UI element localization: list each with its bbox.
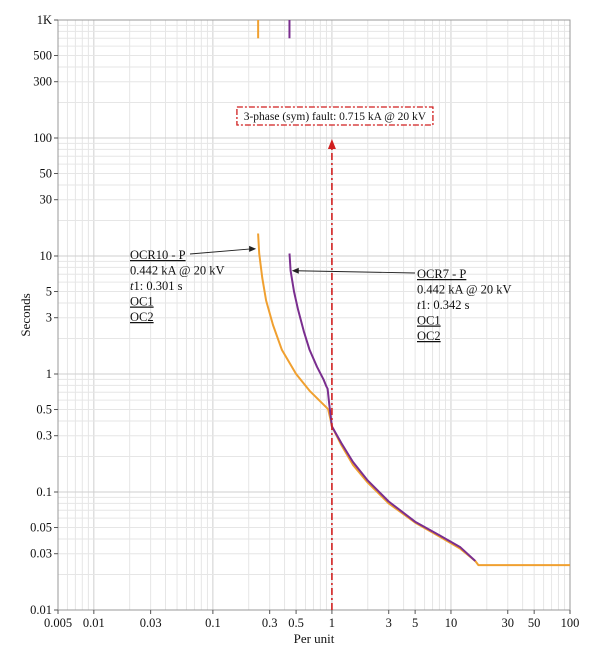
x-tick-label: 5: [412, 616, 418, 630]
fault-label: 3-phase (sym) fault: 0.715 kA @ 20 kV: [244, 111, 427, 123]
annotation-arrowhead: [291, 267, 299, 274]
x-tick-label: 50: [528, 616, 541, 630]
y-tick-label: 300: [33, 75, 52, 89]
x-tick-label: 1: [329, 616, 335, 630]
y-tick-label: 0.05: [30, 521, 52, 535]
x-tick-label: 30: [502, 616, 515, 630]
x-tick-label: 0.03: [140, 616, 162, 630]
y-axis: 0.01 0.03 0.05 0.1 0.3 0.5 1 3 5 10 30 50 100 300 500 1…: [30, 13, 58, 617]
x-tick-label: 0.5: [288, 616, 304, 630]
annotation-line: OCR10 - P: [130, 248, 186, 262]
annotation-arrowhead: [249, 245, 257, 252]
x-tick-label: 10: [445, 616, 458, 630]
annotation-line: 0.442 kA @ 20 kV: [417, 283, 512, 297]
y-axis-label: Seconds: [18, 293, 33, 336]
y-tick-label: 0.03: [30, 547, 52, 561]
y-tick-label: 0.01: [30, 603, 52, 617]
x-tick-label: 3: [386, 616, 392, 630]
x-tick-label: 0.01: [83, 616, 105, 630]
y-tick-label: 0.5: [36, 403, 52, 417]
series-curve-1: [257, 233, 570, 567]
annotation-line: OC1: [130, 295, 154, 309]
series-layer: [257, 20, 570, 567]
x-tick-label: 0.1: [205, 616, 221, 630]
y-tick-label: 3: [46, 311, 52, 325]
series-curve-2: [288, 253, 476, 562]
x-axis-label: Per unit: [294, 631, 335, 646]
y-tick-label: 1: [46, 367, 52, 381]
annotation-arrow: [189, 248, 253, 255]
x-tick-label: 100: [561, 616, 580, 630]
y-tick-label: 0.3: [36, 429, 52, 443]
y-tick-label: 50: [40, 167, 53, 181]
y-tick-label: 0.1: [36, 485, 52, 499]
annotation-arrow: [295, 270, 416, 274]
annotation-line: t1: 0.342 s: [417, 298, 470, 312]
annotation-line: OC2: [130, 310, 154, 324]
y-tick-label: 1K: [37, 13, 52, 27]
fault-arrowhead: [327, 139, 336, 149]
fault-label-box: [236, 106, 434, 126]
grid: [57, 19, 571, 611]
plot-frame: [57, 19, 571, 611]
annotation-line: OC1: [417, 314, 441, 328]
fault-layer: 3-phase (sym) fault: 0.715 kA @ 20 kV: [236, 106, 434, 610]
y-tick-label: 30: [40, 193, 53, 207]
x-tick-label: 0.3: [262, 616, 278, 630]
annotation-line: 0.442 kA @ 20 kV: [130, 264, 225, 278]
annotation-line: OC2: [417, 329, 441, 343]
y-tick-label: 100: [33, 131, 52, 145]
y-tick-label: 10: [40, 249, 53, 263]
x-axis: 0.005 0.01 0.03 0.1 0.3 0.5 1 3 5 10 30 50 100: [44, 610, 579, 630]
annotation-line: t1: 0.301 s: [130, 279, 183, 293]
annotation-line: OCR7 - P: [417, 267, 466, 281]
x-tick-label: 0.005: [44, 616, 72, 630]
y-tick-label: 500: [33, 49, 52, 63]
y-tick-label: 5: [46, 285, 52, 299]
